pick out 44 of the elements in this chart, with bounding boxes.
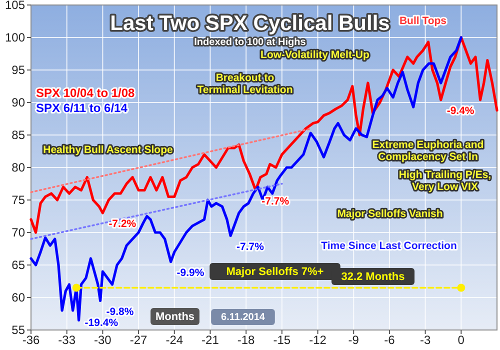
annotation: Extreme Euphoria and Complacency Set In	[372, 139, 484, 164]
annotation: Major Selloffs 7%+	[226, 266, 324, 278]
annotation: 6.11.2014	[221, 312, 266, 323]
annotation: Bull Tops	[399, 15, 447, 27]
x-tick-label: -15	[273, 333, 291, 347]
annotation: -7.7%	[262, 195, 290, 208]
line-series	[30, 36, 498, 234]
annotation: -9.4%	[446, 104, 475, 117]
annotation: -7.7%	[236, 240, 265, 253]
annotation: Healthy Bull Ascent Slope	[43, 144, 174, 156]
annotation: -19.4%	[84, 317, 119, 329]
x-tick-label: -9	[348, 333, 360, 347]
x-tick-label: -6	[384, 333, 396, 347]
y-tick-label: 105	[4, 0, 26, 12]
annotation: Time Since Last Correction	[321, 240, 457, 252]
annotation: Low-Volatility Melt-Up	[260, 49, 370, 61]
x-tick-label: 0	[458, 333, 465, 347]
x-tick-label: -18	[237, 333, 256, 347]
x-tick-label: -27	[130, 333, 148, 347]
x-tick-label: -12	[309, 333, 327, 347]
text: SPX 6/11 to 6/14	[36, 101, 128, 115]
x-tick-label: -33	[58, 333, 76, 347]
text: SPX 10/04 to 1/08	[36, 86, 136, 100]
y-tick-label: 90	[12, 96, 26, 110]
annotation: -9.9%	[176, 266, 205, 279]
y-tick-label: 65	[12, 258, 26, 272]
y-tick-label: 75	[12, 193, 26, 208]
x-tick-label: -24	[166, 333, 184, 347]
y-tick-label: 60	[12, 290, 26, 305]
y-tick-label: 85	[12, 128, 26, 142]
annotation: Months	[155, 311, 195, 323]
x-tick-label: -21	[202, 333, 220, 347]
x-tick-label: -3	[420, 333, 431, 347]
annotation: -9.8%	[106, 306, 134, 318]
annotation: 32.2 Months	[341, 271, 405, 283]
y-tick-label: 100	[4, 30, 26, 45]
annotation: High Trailing P/Es, Very Low VIX	[398, 169, 492, 194]
y-tick-label: 70	[12, 226, 26, 240]
x-tick-label: -30	[94, 333, 112, 347]
annotation: -7.2%	[108, 218, 137, 230]
y-tick-label: 95	[12, 63, 26, 78]
annotation: Breakout to Terminal Levitation	[197, 72, 293, 96]
annotation: Major Selloffs Vanish	[337, 208, 443, 220]
y-tick-label: 80	[12, 160, 26, 175]
